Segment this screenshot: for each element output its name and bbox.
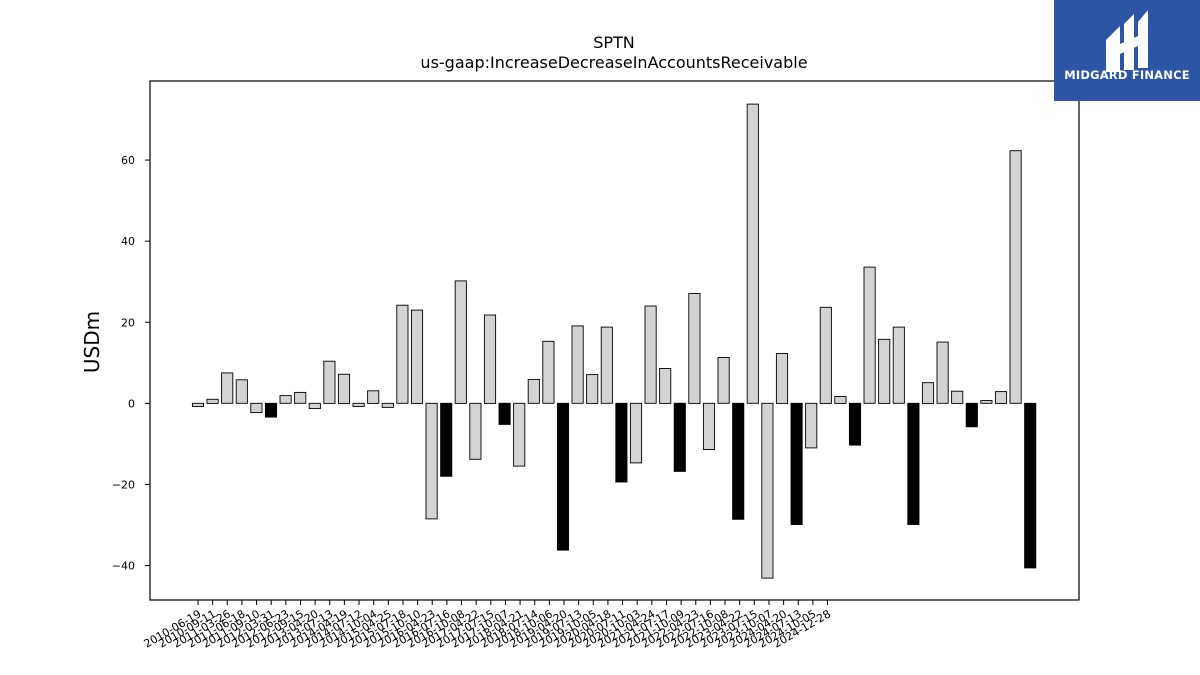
bar — [308, 402, 321, 410]
plot-frame — [149, 80, 1080, 601]
y-axis: −40 −20 0 20 40 60 — [112, 154, 150, 573]
bars-group — [191, 103, 1037, 579]
bar — [863, 266, 876, 404]
bar — [702, 402, 716, 450]
bar — [1024, 402, 1037, 569]
bar — [936, 341, 949, 404]
bar — [717, 357, 730, 404]
bar — [425, 402, 438, 520]
bar — [615, 402, 628, 483]
bar — [921, 382, 935, 404]
bar — [381, 402, 394, 408]
bar — [819, 306, 832, 404]
y-tick-label: 40 — [121, 235, 135, 248]
bar — [848, 402, 862, 446]
x-axis: 2010-06-192010-09-112011-03-262011-06-18… — [142, 600, 833, 651]
bar — [279, 395, 292, 404]
bar — [454, 280, 467, 404]
brand-name: MIDGARD FINANCE — [1064, 68, 1190, 82]
bar — [790, 402, 803, 525]
bar — [323, 360, 336, 404]
bar — [732, 402, 745, 520]
y-tick-label: 0 — [128, 397, 135, 410]
bar — [352, 402, 365, 407]
bar — [191, 402, 205, 407]
y-tick-label: 20 — [121, 316, 135, 329]
midgard-logo-icon — [1106, 10, 1148, 72]
y-axis-label: USDm — [80, 311, 104, 373]
bar — [965, 402, 978, 428]
bar — [746, 103, 759, 404]
bar — [396, 304, 409, 404]
bar — [688, 293, 701, 404]
bar — [367, 390, 380, 404]
bar — [834, 396, 847, 404]
bar — [951, 390, 964, 404]
bar — [994, 391, 1008, 404]
bar — [556, 402, 570, 551]
bar — [235, 379, 248, 404]
chart-title: SPTN — [593, 33, 635, 52]
chart-subtitle: us-gaap:IncreaseDecreaseInAccountsReceiv… — [420, 53, 807, 72]
y-tick-label: 60 — [121, 154, 135, 167]
bar — [206, 398, 219, 404]
bar — [659, 368, 672, 404]
bar — [469, 402, 482, 460]
bar — [250, 402, 263, 414]
bar — [586, 374, 599, 404]
bar — [337, 373, 351, 404]
bar — [673, 402, 686, 472]
y-tick-label: −40 — [112, 560, 135, 573]
bar — [980, 400, 993, 404]
bar — [410, 309, 424, 404]
bar — [527, 378, 540, 404]
brand-logo: MIDGARD FINANCE — [1054, 0, 1200, 101]
bar — [629, 402, 643, 464]
bar — [571, 325, 584, 404]
bar — [775, 353, 789, 404]
bar — [600, 326, 613, 404]
bar — [644, 305, 657, 404]
bar — [498, 402, 511, 425]
bar — [294, 391, 307, 404]
bar — [483, 314, 497, 404]
bar — [761, 402, 774, 579]
bar — [221, 372, 234, 404]
bar — [805, 402, 818, 449]
bar — [907, 402, 920, 525]
bar — [1009, 150, 1022, 404]
bar — [542, 340, 555, 404]
bar — [892, 326, 905, 404]
bar — [513, 402, 526, 467]
y-tick-label: −20 — [112, 478, 135, 491]
bar — [878, 338, 891, 404]
bar — [440, 402, 453, 477]
bar — [264, 402, 278, 418]
